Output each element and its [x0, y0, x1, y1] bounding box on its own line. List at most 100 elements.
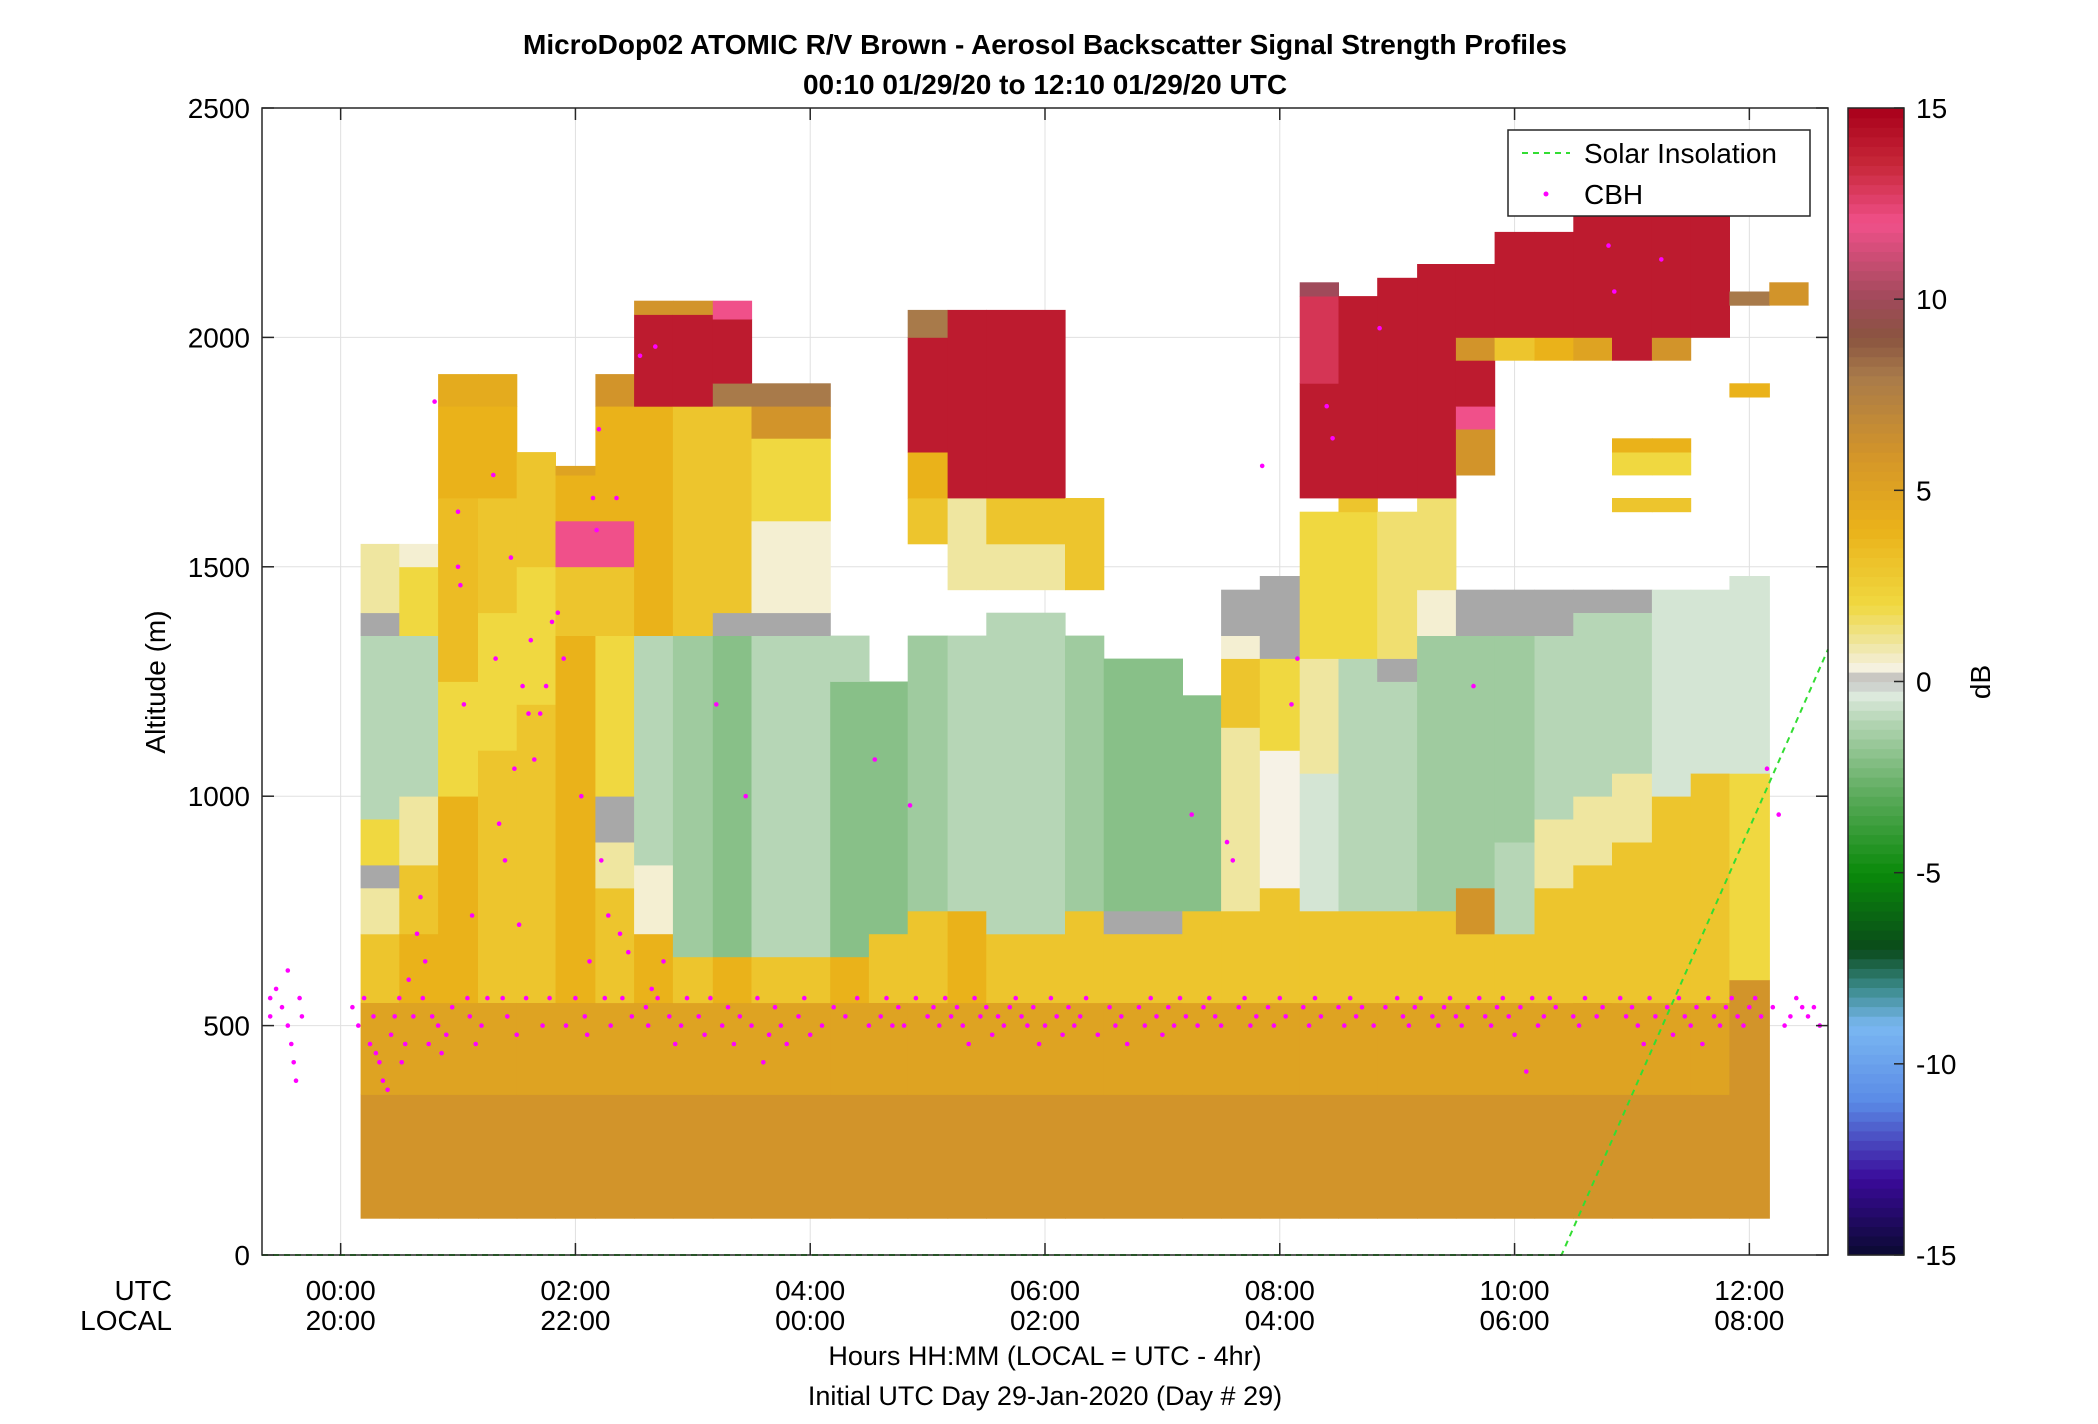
- colorbar-tick-label: 10: [1916, 284, 1947, 315]
- heatmap-cell: [634, 300, 674, 315]
- cbh-point: [1576, 1023, 1582, 1028]
- cbh-point: [872, 757, 878, 762]
- colorbar-band: [1848, 480, 1904, 491]
- colorbar-band: [1848, 1140, 1904, 1151]
- heatmap-cell: [712, 612, 753, 636]
- cbh-point: [1189, 812, 1194, 817]
- x-tick-label-local: 00:00: [775, 1305, 845, 1336]
- colorbar-band: [1848, 805, 1904, 816]
- cbh-point: [397, 995, 402, 1001]
- cbh-point: [606, 913, 611, 918]
- colorbar-band: [1848, 585, 1904, 597]
- colorbar-band: [1848, 1035, 1904, 1046]
- colorbar-band: [1848, 213, 1904, 224]
- colorbar-band: [1848, 136, 1904, 147]
- colorbar-band: [1848, 968, 1904, 979]
- colorbar-band: [1848, 251, 1904, 262]
- cbh-point: [547, 995, 552, 1001]
- cbh-point: [896, 1004, 901, 1010]
- heatmap-cell: [1299, 1094, 1339, 1219]
- cbh-point: [1301, 1004, 1306, 1010]
- cbh-point: [796, 1014, 801, 1019]
- cbh-point: [1459, 1023, 1464, 1028]
- cbh-point: [831, 1004, 836, 1010]
- cbh-point: [925, 1014, 930, 1019]
- cbh-point: [1482, 1014, 1488, 1019]
- cbh-point: [1664, 1004, 1670, 1010]
- y-tick-label: 500: [203, 1011, 250, 1042]
- cbh-point: [1700, 1041, 1705, 1047]
- footer-label: Initial UTC Day 29-Jan-2020 (Day # 29): [808, 1381, 1282, 1411]
- heatmap-cell: [399, 543, 439, 568]
- heatmap-cell: [1573, 213, 1613, 338]
- heatmap-cell: [672, 635, 714, 958]
- heatmap-cell: [1338, 1094, 1378, 1219]
- cbh-point: [778, 1023, 784, 1028]
- heatmap-cell: [868, 933, 909, 1003]
- heatmap-cell: [1417, 1094, 1457, 1219]
- colorbar-band: [1848, 509, 1904, 520]
- colorbar-band: [1848, 901, 1904, 912]
- cbh-point: [1741, 1023, 1746, 1028]
- cbh-point: [1095, 1032, 1101, 1038]
- colorbar-band: [1848, 605, 1904, 616]
- cbh-point: [1083, 995, 1089, 1001]
- cbh-point: [543, 683, 549, 689]
- colorbar-band: [1848, 662, 1904, 673]
- cbh-point: [819, 1023, 825, 1028]
- legend-box: [1507, 129, 1811, 217]
- colorbar-band: [1848, 891, 1904, 902]
- cbh-point: [516, 922, 522, 927]
- colorbar-band: [1848, 1149, 1904, 1161]
- colorbar-band: [1848, 1216, 1904, 1227]
- cbh-point: [520, 683, 525, 689]
- cbh-point: [1547, 995, 1553, 1001]
- cbh-point: [1447, 995, 1453, 1001]
- heatmap-cell: [1065, 1002, 1105, 1095]
- colorbar-band: [1848, 280, 1904, 291]
- cbh-point: [755, 995, 760, 1001]
- colorbar-gradient: [1848, 108, 1904, 1256]
- heatmap-cell: [1612, 612, 1653, 774]
- cbh-point: [267, 995, 273, 1001]
- plot-area: 0500100015002000250000:0020:0002:0022:00…: [188, 93, 1829, 1336]
- colorbar-band: [1848, 767, 1904, 778]
- colorbar-label: dB: [1965, 665, 1996, 699]
- cbh-point: [579, 793, 584, 799]
- cbh-point: [1430, 1014, 1435, 1019]
- heatmap-cell: [1690, 1002, 1730, 1095]
- chart-subtitle: 00:10 01/29/20 to 12:10 01/29/20 UTC: [803, 69, 1287, 100]
- cbh-point: [469, 913, 475, 918]
- cbh-point: [1048, 995, 1054, 1001]
- heatmap-cell: [1729, 383, 1770, 398]
- cbh-point: [496, 821, 502, 826]
- colorbar-band: [1848, 375, 1904, 386]
- heatmap-cell: [830, 1002, 870, 1095]
- cbh-point: [385, 1087, 390, 1093]
- cbh-point: [948, 1014, 954, 1019]
- cbh-point: [1635, 1023, 1641, 1028]
- heatmap-cell: [1612, 842, 1653, 1004]
- heatmap-cell: [907, 337, 949, 453]
- cbh-point: [549, 619, 555, 625]
- cbh-point: [377, 1060, 382, 1065]
- cbh-point: [802, 995, 807, 1001]
- cbh-point: [1418, 995, 1423, 1001]
- heatmap-cell: [478, 406, 518, 499]
- cbh-point: [479, 1023, 484, 1028]
- colorbar-band: [1848, 920, 1904, 931]
- cbh-point: [1805, 1014, 1811, 1019]
- colorbar-band: [1848, 232, 1904, 243]
- heatmap-cell: [399, 865, 439, 935]
- heatmap-cell: [399, 635, 439, 797]
- cbh-point: [485, 995, 490, 1001]
- heatmap-cell: [1729, 291, 1770, 306]
- heatmap-cell: [1221, 1094, 1261, 1219]
- cbh-point: [1706, 995, 1711, 1001]
- colorbar-band: [1848, 1083, 1904, 1094]
- heatmap-cell: [516, 566, 556, 705]
- colorbar-band: [1848, 318, 1904, 329]
- colorbar-band: [1848, 356, 1904, 367]
- heatmap-cell: [360, 819, 400, 866]
